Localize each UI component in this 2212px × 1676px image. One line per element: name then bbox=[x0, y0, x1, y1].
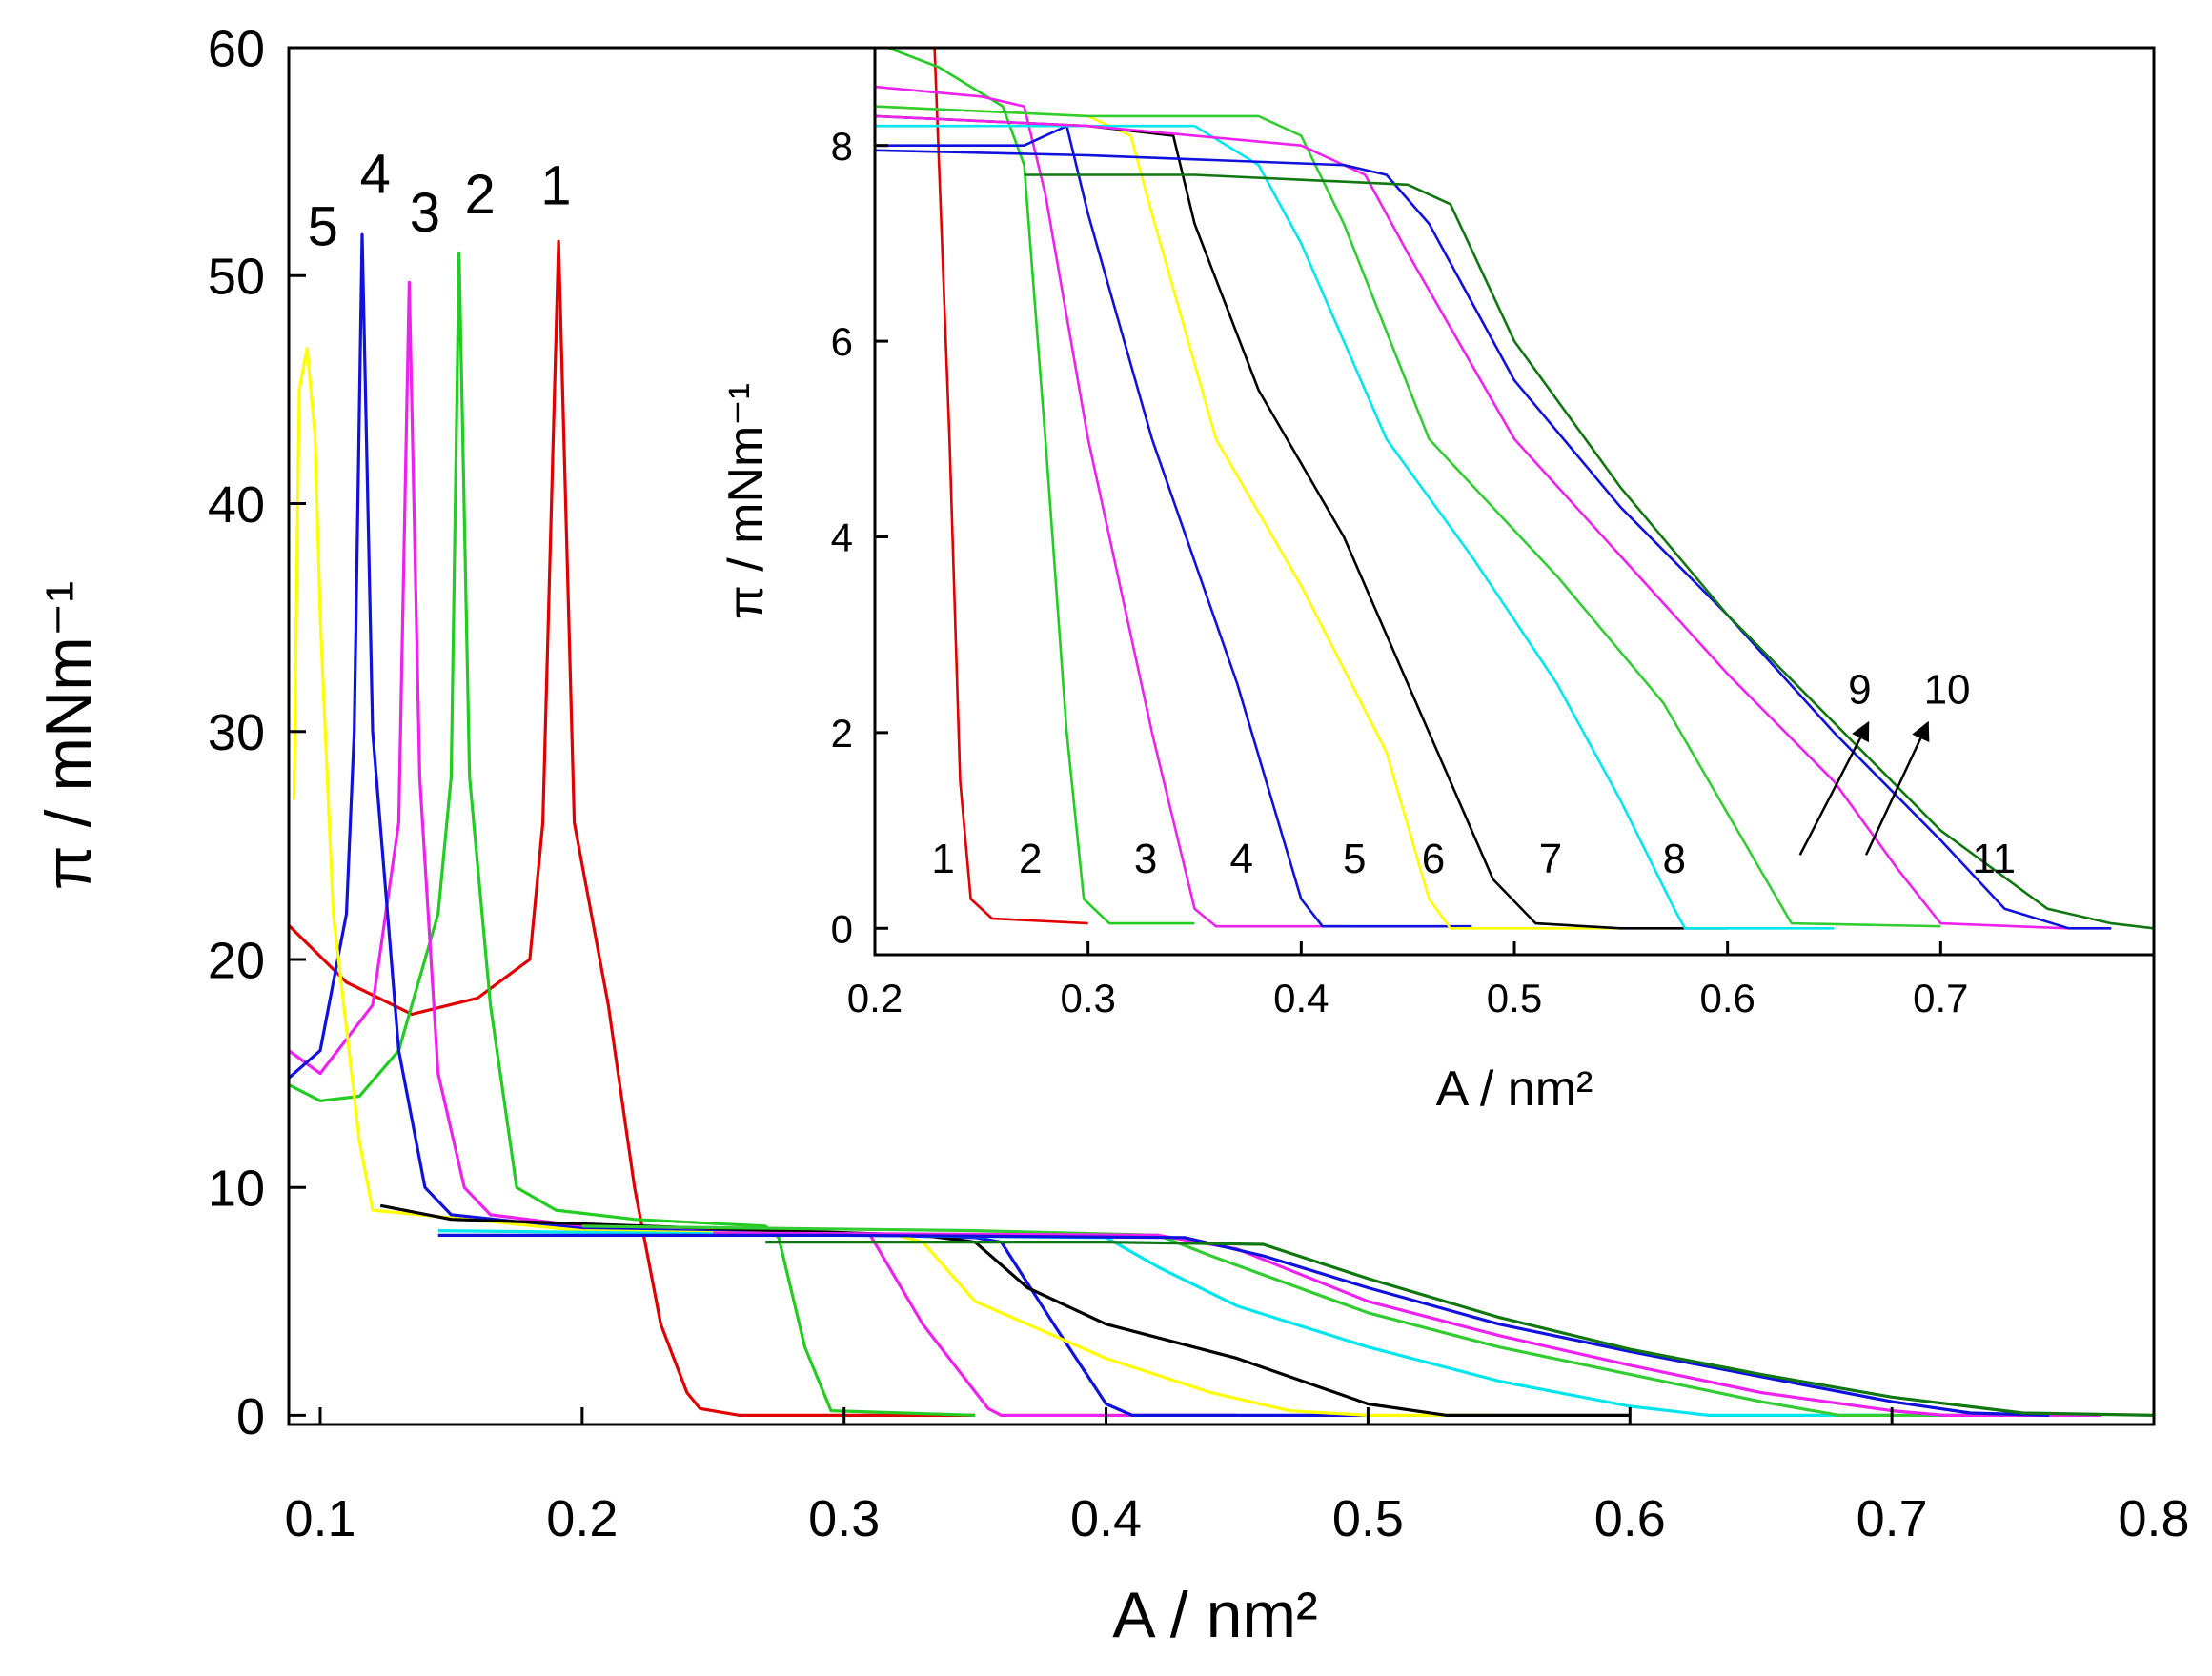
x-tick-label: 0.1 bbox=[284, 1490, 355, 1547]
x-tick-label: 0.3 bbox=[808, 1490, 880, 1547]
y-tick-label: 4 bbox=[831, 515, 853, 560]
curve bbox=[292, 347, 1499, 1417]
y-axis-title: π / mNm⁻¹ bbox=[32, 581, 105, 891]
x-tick-label: 0.4 bbox=[1273, 976, 1329, 1020]
curve-label: 5 bbox=[308, 195, 338, 257]
y-tick-label: 20 bbox=[208, 932, 265, 989]
curve-label: 10 bbox=[1924, 667, 1971, 714]
y-tick-label: 0 bbox=[831, 906, 853, 951]
curve bbox=[875, 105, 1941, 928]
y-tick-label: 50 bbox=[208, 249, 265, 306]
curve-label: 9 bbox=[1848, 667, 1871, 714]
curve bbox=[289, 280, 1237, 1417]
arrow bbox=[1864, 720, 1930, 856]
curve bbox=[437, 1229, 1893, 1417]
curve bbox=[289, 251, 976, 1417]
curve-label: 7 bbox=[1539, 836, 1562, 882]
curve bbox=[875, 124, 1835, 930]
y-tick-label: 30 bbox=[208, 704, 265, 761]
curve bbox=[765, 1241, 2154, 1417]
curve bbox=[875, 114, 1728, 930]
curve bbox=[883, 48, 1195, 925]
y-tick-label: 8 bbox=[831, 124, 853, 169]
curve-label: 2 bbox=[1019, 836, 1042, 882]
x-tick-label: 0.2 bbox=[847, 976, 903, 1020]
curve-label: 11 bbox=[1972, 836, 2016, 882]
x-tick-label: 0.3 bbox=[1060, 976, 1115, 1020]
curve bbox=[875, 149, 2112, 930]
x-tick-label: 0.7 bbox=[1857, 1490, 1928, 1547]
inset-background bbox=[875, 48, 2154, 955]
x-tick-label: 0.6 bbox=[1699, 976, 1755, 1020]
x-tick-label: 0.7 bbox=[1913, 976, 1968, 1020]
curve-label: 1 bbox=[931, 836, 954, 882]
curve bbox=[289, 232, 1369, 1417]
curve-label: 5 bbox=[1343, 836, 1366, 882]
x-tick-label: 0.5 bbox=[1487, 976, 1542, 1020]
y-tick-label: 10 bbox=[208, 1161, 265, 1218]
curve bbox=[875, 85, 1345, 928]
curve-label: 3 bbox=[1134, 836, 1157, 882]
inset-chart: 0.2 0.3 0.4 0.5 0.6 0.7 0 2 4 6 8 A / nm² π / mNm⁻¹ 1… bbox=[719, 46, 2156, 1117]
y-axis-title: π / mNm⁻¹ bbox=[719, 383, 774, 619]
curve bbox=[581, 1224, 2023, 1417]
y-tick-label: 2 bbox=[831, 711, 853, 756]
x-tick-label: 0.5 bbox=[1332, 1490, 1404, 1547]
curve-label: 8 bbox=[1663, 836, 1686, 882]
curve-label: 2 bbox=[465, 164, 496, 226]
curve-label: 3 bbox=[410, 182, 440, 244]
x-tick-label: 0.4 bbox=[1070, 1490, 1142, 1547]
x-tick-label: 0.2 bbox=[546, 1490, 618, 1547]
arrow bbox=[1798, 720, 1870, 856]
curve bbox=[437, 1233, 2050, 1417]
curve-label: 6 bbox=[1422, 836, 1445, 882]
y-tick-label: 60 bbox=[208, 20, 265, 77]
curve bbox=[1024, 173, 2154, 930]
curve-label: 4 bbox=[360, 143, 391, 205]
curve-label: 4 bbox=[1229, 836, 1252, 882]
x-axis-title: A / nm² bbox=[1436, 1061, 1593, 1117]
curve bbox=[875, 114, 2069, 930]
y-tick-label: 6 bbox=[831, 319, 853, 364]
x-tick-label: 0.8 bbox=[2118, 1490, 2189, 1547]
curve-label: 1 bbox=[540, 154, 571, 216]
curve bbox=[933, 48, 1088, 925]
x-axis-title: A / nm² bbox=[1112, 1579, 1317, 1651]
curve bbox=[875, 124, 1472, 928]
y-tick-label: 40 bbox=[208, 476, 265, 534]
x-tick-label: 0.6 bbox=[1594, 1490, 1666, 1547]
y-tick-label: 0 bbox=[236, 1388, 265, 1445]
